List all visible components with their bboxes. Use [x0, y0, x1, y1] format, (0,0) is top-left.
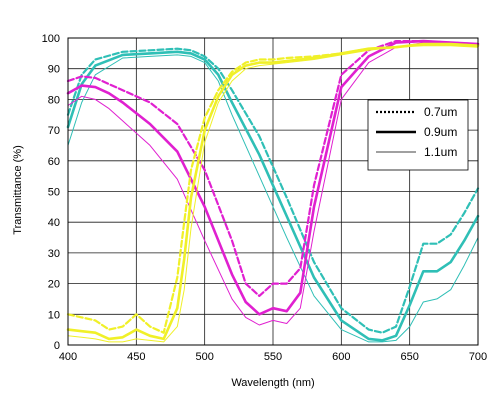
x-tick-label: 500 [195, 351, 213, 363]
series-line-yellow-1.1um [67, 45, 479, 343]
y-tick-label: 80 [48, 94, 60, 106]
y-tick-labels: 0 10 20 30 40 50 60 70 80 90 100 [42, 33, 60, 352]
y-tick-label: 100 [42, 33, 60, 45]
x-tick-label: 650 [400, 351, 418, 363]
legend-label: 0.7um [424, 105, 457, 119]
legend-label: 0.9um [424, 125, 457, 139]
series-line-magenta-0.7um [66, 39, 480, 297]
y-tick-label: 10 [48, 309, 60, 321]
x-tick-label: 450 [127, 351, 145, 363]
y-tick-label: 60 [48, 156, 60, 168]
y-tick-label: 70 [48, 125, 60, 137]
series-line-cyan-1.1um [67, 54, 479, 343]
x-tick-labels: 400 450 500 550 600 650 700 [59, 351, 487, 363]
series-layer [66, 39, 480, 343]
series-line-yellow-0.9um [66, 42, 480, 341]
series-line-magenta-1.1um [67, 42, 479, 326]
x-tick-label: 600 [332, 351, 350, 363]
plot-frame [67, 37, 479, 346]
x-tick-label: 700 [469, 351, 487, 363]
y-tick-label: 90 [48, 64, 60, 76]
y-tick-label: 40 [48, 217, 60, 229]
y-tick-label: 0 [54, 340, 60, 352]
series-line-cyan-0.7um [66, 47, 480, 334]
series-line-cyan-0.9um [66, 50, 480, 342]
x-tick-label: 400 [59, 351, 77, 363]
legend-label: 1.1um [424, 145, 457, 159]
x-axis-title: Wavelength (nm) [231, 377, 314, 389]
y-tick-label: 20 [48, 279, 60, 291]
y-axis-title: Transmittance (%) [12, 145, 24, 234]
legend: 0.7um 0.9um 1.1um [367, 99, 469, 171]
x-tick-label: 550 [264, 351, 282, 363]
y-tick-label: 50 [48, 187, 60, 199]
grid [67, 37, 479, 346]
y-tick-label: 30 [48, 248, 60, 260]
